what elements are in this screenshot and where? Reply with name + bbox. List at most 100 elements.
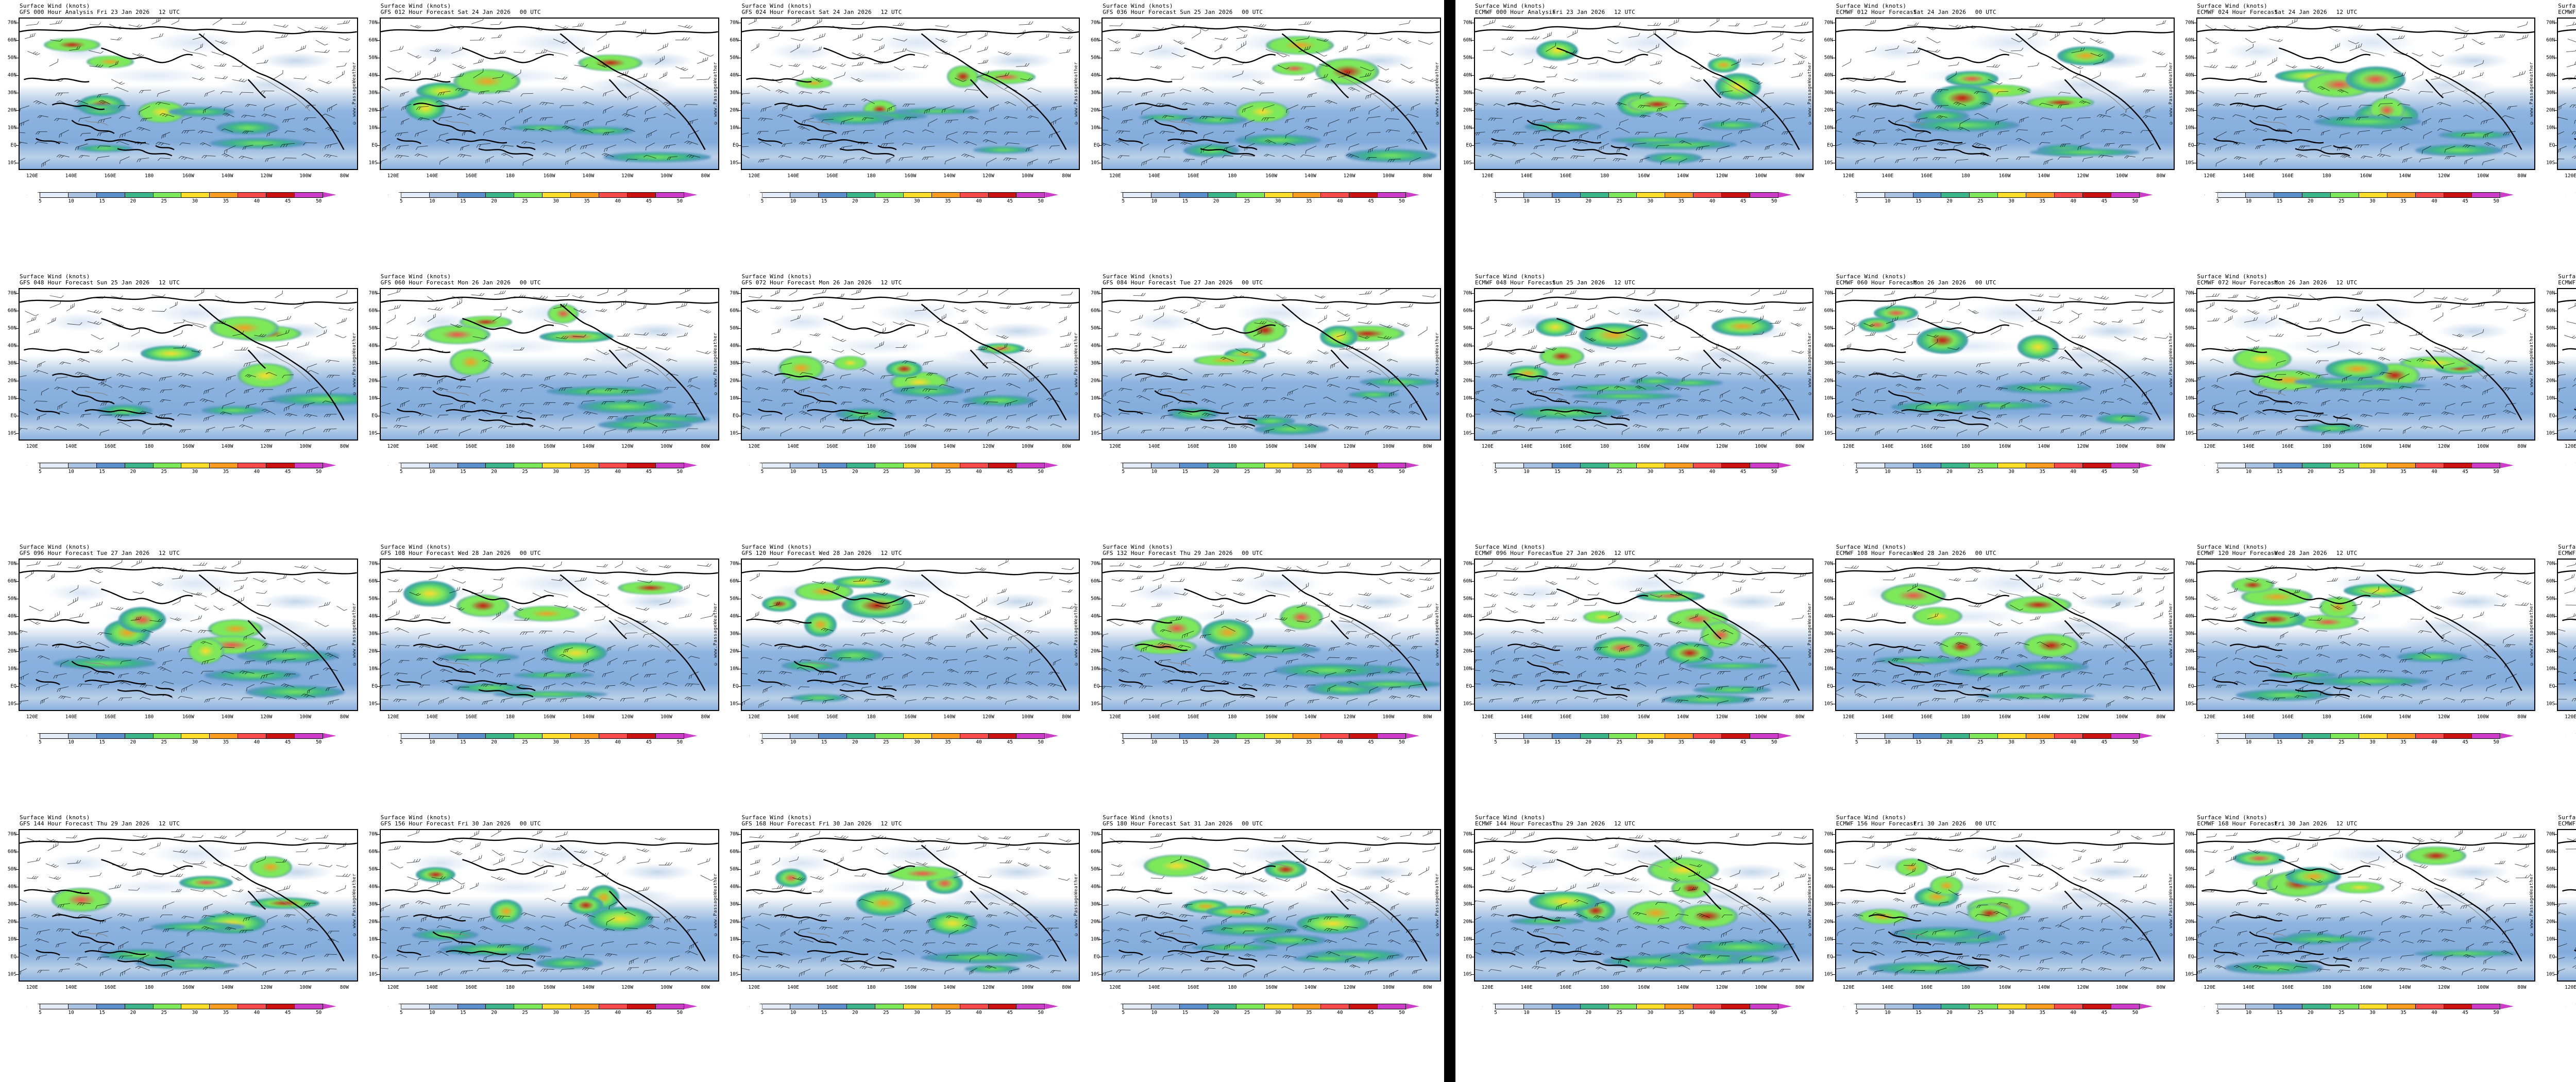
wind-map[interactable] bbox=[1835, 288, 2175, 441]
map-container[interactable]: 70N 60N 50N 40N 30N 20N 10N EQ 10S bbox=[2540, 288, 2576, 458]
wind-map[interactable] bbox=[2557, 288, 2576, 441]
forecast-panel[interactable]: Surface Wind (knots) ECMWF 084 Hour Fore… bbox=[2538, 270, 2576, 541]
forecast-panel[interactable]: Surface Wind (knots) GFS 144 Hour Foreca… bbox=[0, 812, 361, 1082]
wind-map[interactable] bbox=[740, 558, 1080, 711]
forecast-panel[interactable]: Surface Wind (knots) GFS 048 Hour Foreca… bbox=[0, 270, 361, 541]
forecast-panel[interactable]: Surface Wind (knots) ECMWF 144 Hour Fore… bbox=[1455, 812, 1817, 1082]
wind-map[interactable] bbox=[379, 558, 719, 711]
map-container[interactable]: 70N 60N 50N 40N 30N 20N 10N EQ 10S bbox=[2540, 829, 2576, 999]
wind-map[interactable] bbox=[1835, 558, 2175, 711]
wind-map[interactable] bbox=[1474, 288, 1814, 441]
forecast-panel[interactable]: Surface Wind (knots) GFS 060 Hour Foreca… bbox=[361, 270, 722, 541]
forecast-panel[interactable]: Surface Wind (knots) GFS 168 Hour Foreca… bbox=[722, 812, 1083, 1082]
map-container[interactable]: 70N 60N 50N 40N 30N 20N 10N EQ 10S bbox=[2, 829, 359, 999]
forecast-panel[interactable]: Surface Wind (knots) GFS 012 Hour Foreca… bbox=[361, 0, 722, 270]
map-container[interactable]: 70N 60N 50N 40N 30N 20N 10N EQ 10S bbox=[1819, 558, 2176, 729]
colorbar-tick: 5 bbox=[1855, 198, 1858, 204]
forecast-panel[interactable]: Surface Wind (knots) ECMWF 120 Hour Fore… bbox=[2178, 541, 2539, 812]
map-container[interactable]: 70N 60N 50N 40N 30N 20N 10N EQ 10S bbox=[1085, 288, 1442, 458]
map-container[interactable]: 70N 60N 50N 40N 30N 20N 10N EQ 10S bbox=[363, 288, 720, 458]
map-container[interactable]: 70N 60N 50N 40N 30N 20N 10N EQ 10S bbox=[724, 17, 1081, 188]
map-container[interactable]: 70N 60N 50N 40N 30N 20N 10N EQ 10S bbox=[2180, 288, 2537, 458]
wind-map[interactable] bbox=[2196, 558, 2536, 711]
forecast-panel[interactable]: Surface Wind (knots) GFS 096 Hour Foreca… bbox=[0, 541, 361, 812]
map-container[interactable]: 70N 60N 50N 40N 30N 20N 10N EQ 10S bbox=[1085, 558, 1442, 729]
wind-map[interactable] bbox=[1474, 829, 1814, 982]
forecast-panel[interactable]: Surface Wind (knots) GFS 024 Hour Foreca… bbox=[722, 0, 1083, 270]
forecast-panel[interactable]: Surface Wind (knots) ECMWF 096 Hour Fore… bbox=[1455, 541, 1817, 812]
forecast-panel[interactable]: Surface Wind (knots) GFS 036 Hour Foreca… bbox=[1083, 0, 1444, 270]
wind-map[interactable] bbox=[1835, 829, 2175, 982]
map-container[interactable]: 70N 60N 50N 40N 30N 20N 10N EQ 10S bbox=[1819, 829, 2176, 999]
wind-map[interactable] bbox=[1101, 558, 1441, 711]
wind-map[interactable] bbox=[2196, 288, 2536, 441]
forecast-panel[interactable]: Surface Wind (knots) ECMWF 060 Hour Fore… bbox=[1817, 270, 2178, 541]
map-container[interactable]: 70N 60N 50N 40N 30N 20N 10N EQ 10S bbox=[2, 288, 359, 458]
map-container[interactable]: 70N 60N 50N 40N 30N 20N 10N EQ 10S bbox=[724, 558, 1081, 729]
x-axis-tick: 140E bbox=[1882, 443, 1894, 449]
map-container[interactable]: 70N 60N 50N 40N 30N 20N 10N EQ 10S bbox=[363, 558, 720, 729]
forecast-panel[interactable]: Surface Wind (knots) ECMWF 072 Hour Fore… bbox=[2178, 270, 2539, 541]
map-container[interactable]: 70N 60N 50N 40N 30N 20N 10N EQ 10S bbox=[2180, 558, 2537, 729]
forecast-panel[interactable]: Surface Wind (knots) GFS 000 Hour Analys… bbox=[0, 0, 361, 270]
forecast-panel[interactable]: Surface Wind (knots) ECMWF 048 Hour Fore… bbox=[1455, 270, 1817, 541]
wind-map[interactable] bbox=[740, 288, 1080, 441]
map-container[interactable]: 70N 60N 50N 40N 30N 20N 10N EQ 10S bbox=[2540, 558, 2576, 729]
y-axis-tick: 40N bbox=[1463, 613, 1472, 619]
wind-map[interactable] bbox=[1101, 17, 1441, 170]
wind-map[interactable] bbox=[1101, 288, 1441, 441]
wind-map[interactable] bbox=[379, 829, 719, 982]
map-container[interactable]: 70N 60N 50N 40N 30N 20N 10N EQ 10S bbox=[1819, 17, 2176, 188]
map-container[interactable]: 70N 60N 50N 40N 30N 20N 10N EQ 10S bbox=[363, 829, 720, 999]
map-container[interactable]: 70N 60N 50N 40N 30N 20N 10N EQ 10S bbox=[724, 829, 1081, 999]
map-container[interactable]: 70N 60N 50N 40N 30N 20N 10N EQ 10S bbox=[1458, 558, 1815, 729]
x-axis-tick: 140E bbox=[1520, 714, 1533, 720]
map-container[interactable]: 70N 60N 50N 40N 30N 20N 10N EQ 10S bbox=[724, 288, 1081, 458]
map-container[interactable]: 70N 60N 50N 40N 30N 20N 10N EQ 10S bbox=[1819, 288, 2176, 458]
forecast-panel[interactable]: Surface Wind (knots) GFS 132 Hour Foreca… bbox=[1083, 541, 1444, 812]
map-container[interactable]: 70N 60N 50N 40N 30N 20N 10N EQ 10S bbox=[2180, 17, 2537, 188]
forecast-panel[interactable]: Surface Wind (knots) ECMWF 012 Hour Fore… bbox=[1817, 0, 2178, 270]
wind-map[interactable] bbox=[2557, 17, 2576, 170]
forecast-panel[interactable]: Surface Wind (knots) ECMWF 036 Hour Fore… bbox=[2538, 0, 2576, 270]
wind-map[interactable] bbox=[379, 17, 719, 170]
map-container[interactable]: 70N 60N 50N 40N 30N 20N 10N EQ 10S bbox=[1085, 829, 1442, 999]
map-container[interactable]: 70N 60N 50N 40N 30N 20N 10N EQ 10S bbox=[1458, 17, 1815, 188]
forecast-panel[interactable]: Surface Wind (knots) ECMWF 132 Hour Fore… bbox=[2538, 541, 2576, 812]
map-container[interactable]: 70N 60N 50N 40N 30N 20N 10N EQ 10S bbox=[363, 17, 720, 188]
forecast-panel[interactable]: Surface Wind (knots) GFS 108 Hour Foreca… bbox=[361, 541, 722, 812]
forecast-panel[interactable]: Surface Wind (knots) ECMWF 000 Hour Anal… bbox=[1455, 0, 1817, 270]
wind-map[interactable] bbox=[2196, 829, 2536, 982]
wind-map[interactable] bbox=[19, 829, 358, 982]
forecast-panel[interactable]: Surface Wind (knots) GFS 084 Hour Foreca… bbox=[1083, 270, 1444, 541]
map-container[interactable]: 70N 60N 50N 40N 30N 20N 10N EQ 10S bbox=[2540, 17, 2576, 188]
map-container[interactable]: 70N 60N 50N 40N 30N 20N 10N EQ 10S bbox=[1085, 17, 1442, 188]
wind-map[interactable] bbox=[19, 558, 358, 711]
wind-map[interactable] bbox=[1101, 829, 1441, 982]
forecast-panel[interactable]: Surface Wind (knots) GFS 180 Hour Foreca… bbox=[1083, 812, 1444, 1082]
wind-map[interactable] bbox=[740, 17, 1080, 170]
forecast-panel[interactable]: Surface Wind (knots) ECMWF 024 Hour Fore… bbox=[2178, 0, 2539, 270]
wind-map[interactable] bbox=[379, 288, 719, 441]
map-container[interactable]: 70N 60N 50N 40N 30N 20N 10N EQ 10S bbox=[2, 17, 359, 188]
wind-map[interactable] bbox=[2557, 829, 2576, 982]
forecast-panel[interactable]: Surface Wind (knots) ECMWF 108 Hour Fore… bbox=[1817, 541, 2178, 812]
map-container[interactable]: 70N 60N 50N 40N 30N 20N 10N EQ 10S bbox=[1458, 288, 1815, 458]
map-container[interactable]: 70N 60N 50N 40N 30N 20N 10N EQ 10S bbox=[2, 558, 359, 729]
forecast-panel[interactable]: Surface Wind (knots) GFS 120 Hour Foreca… bbox=[722, 541, 1083, 812]
map-container[interactable]: 70N 60N 50N 40N 30N 20N 10N EQ 10S bbox=[2180, 829, 2537, 999]
forecast-panel[interactable]: Surface Wind (knots) GFS 072 Hour Foreca… bbox=[722, 270, 1083, 541]
wind-map[interactable] bbox=[1835, 17, 2175, 170]
wind-map[interactable] bbox=[1474, 17, 1814, 170]
wind-map[interactable] bbox=[1474, 558, 1814, 711]
forecast-panel[interactable]: Surface Wind (knots) ECMWF 168 Hour Fore… bbox=[2178, 812, 2539, 1082]
wind-map[interactable] bbox=[2196, 17, 2536, 170]
forecast-panel[interactable]: Surface Wind (knots) ECMWF 156 Hour Fore… bbox=[1817, 812, 2178, 1082]
forecast-panel[interactable]: Surface Wind (knots) ECMWF 180 Hour Fore… bbox=[2538, 812, 2576, 1082]
forecast-panel[interactable]: Surface Wind (knots) GFS 156 Hour Foreca… bbox=[361, 812, 722, 1082]
wind-map[interactable] bbox=[2557, 558, 2576, 711]
wind-map[interactable] bbox=[740, 829, 1080, 982]
map-container[interactable]: 70N 60N 50N 40N 30N 20N 10N EQ 10S bbox=[1458, 829, 1815, 999]
wind-map[interactable] bbox=[19, 288, 358, 441]
wind-map[interactable] bbox=[19, 17, 358, 170]
